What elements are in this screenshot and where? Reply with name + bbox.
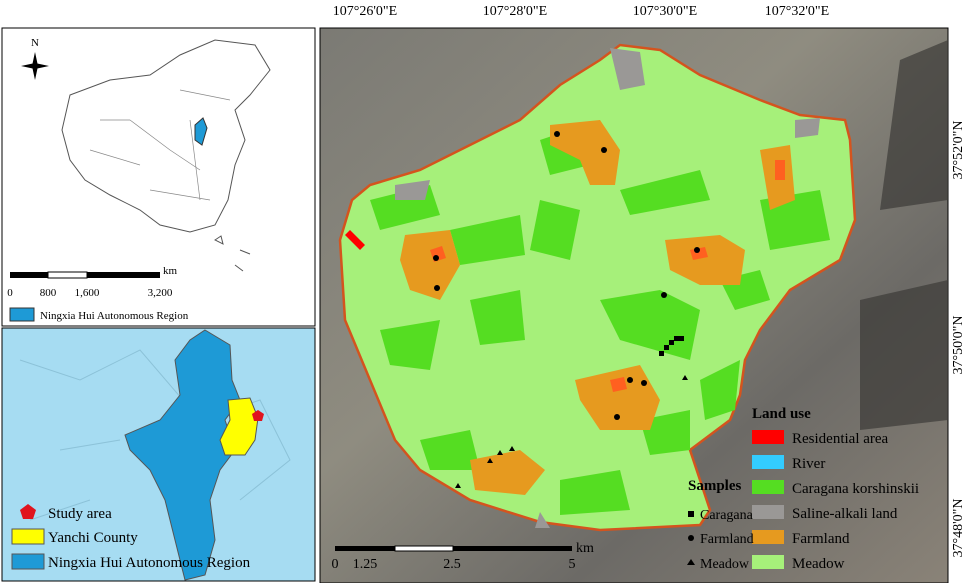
legend-marker [687,559,695,565]
legend-label: Residential area [792,431,889,447]
legend-label: Farmland [792,531,850,547]
latitude-label: 37°48'0"N [951,499,966,558]
legend-swatch [20,504,36,519]
islands [214,235,251,272]
legend-title: Land use [752,406,811,422]
china-inset: N 0 800 1,600 3,200 km Ningxia Hui Auton… [1,27,316,327]
scale-unit: km [576,541,594,556]
dark-fields [860,40,948,430]
scale-unit: km [163,265,178,277]
province-lines [89,89,231,201]
yanchi-shape [219,397,259,456]
legend-label: Meadow [700,557,750,572]
legend-marker [688,511,694,517]
legend-label: Caragana korshinskii [792,481,919,497]
residential [345,230,365,250]
legend-label: River [792,456,825,472]
legend-label: Yanchi County [48,530,138,546]
north-label: N [31,37,39,49]
longitude-label: 107°28'0"E [483,4,547,19]
north-arrow: N [21,37,49,80]
scale-label: 800 [40,287,57,299]
sample-points [433,131,700,488]
latitude-label: 37°52'0"N [951,121,966,180]
legend-title: Samples [688,478,742,494]
scale-label: 0 [332,557,339,572]
legend-label: Ningxia Hui Autonomous Region [40,310,189,322]
legend-label: Meadow [792,556,845,572]
legend-label: Saline-alkali land [792,506,898,522]
scale-label: 2.5 [443,557,461,572]
legend-label: Farmland [700,532,754,547]
legend-label: Ningxia Hui Autonomous Region [48,555,251,571]
legend-swatch [752,555,784,569]
scale-label: 0 [7,287,13,299]
main-map: 107°26'0"E 107°28'0"E 107°30'0"E 107°32'… [319,4,966,583]
legend-label: Study area [48,506,112,522]
scale-bar: 0 800 1,600 3,200 km [7,265,177,299]
longitude-label: 107°32'0"E [765,4,829,19]
ningxia-inset: Study area Yanchi County Ningxia Hui Aut… [1,327,316,582]
legend-swatch [752,505,784,519]
farmland-patches [400,120,795,495]
scale-label: 5 [569,557,576,572]
china-outline [61,39,271,233]
legend-label: Caragana [700,508,754,523]
longitude-label: 107°30'0"E [633,4,697,19]
legend-swatch [11,528,45,545]
latitude-label: 37°50'0"N [951,316,966,375]
legend-marker [688,535,694,541]
study-area-marker [252,410,264,421]
legend-swatch [11,553,45,570]
scale-label: 1.25 [353,557,378,572]
scale-label: 3,200 [148,287,173,299]
scale-bar: 0 1.25 2.5 5 km [332,541,595,572]
saline-patches [395,48,820,528]
legend-swatch [752,530,784,544]
legend-swatch [752,455,784,469]
legend-swatch [9,307,35,322]
legend-swatch [752,480,784,494]
legend-swatch [752,430,784,444]
scale-label: 1,600 [75,287,100,299]
longitude-label: 107°26'0"E [333,4,397,19]
ningxia-highlight [194,117,208,146]
